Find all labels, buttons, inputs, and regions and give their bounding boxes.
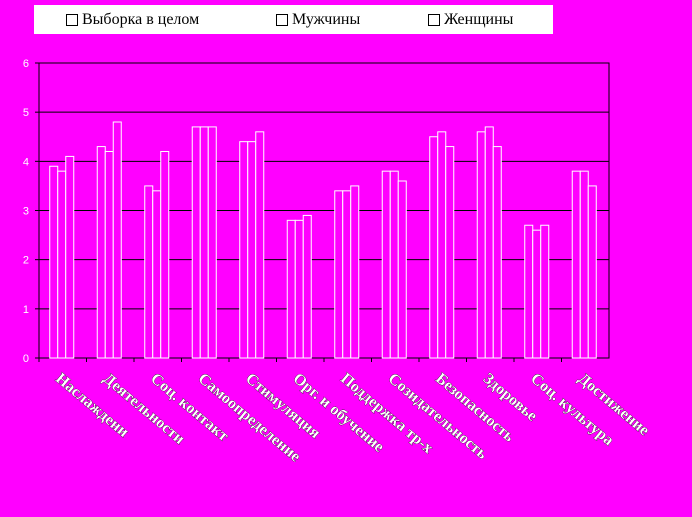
bar-1-2 (112, 121, 122, 359)
bar-4-0 (239, 141, 249, 359)
bar-8-0 (429, 136, 439, 359)
legend-swatch-0 (66, 14, 78, 26)
bar-2-1 (152, 190, 162, 359)
y-tick-label-5: 5 (23, 107, 29, 119)
bar-9-1 (484, 126, 494, 359)
x-tick-label-1: Деятельности (100, 370, 188, 448)
bar-6-0 (334, 190, 344, 359)
bar-10-0 (524, 224, 534, 359)
bar-1-0 (96, 146, 106, 359)
bar-5-2 (302, 214, 312, 359)
bar-7-0 (381, 170, 391, 359)
y-tick-label-2: 2 (23, 255, 29, 267)
legend: Выборка в целом Мужчины Женщины (34, 5, 553, 34)
bar-10-2 (540, 224, 550, 359)
bar-9-0 (476, 131, 486, 359)
legend-swatch-1 (276, 14, 288, 26)
bar-3-2 (207, 126, 217, 359)
x-tick-label-10: Соц. культура (527, 370, 617, 449)
bar-11-1 (579, 170, 589, 359)
bar-7-1 (389, 170, 399, 359)
y-tick-label-3: 3 (23, 206, 29, 218)
legend-label-0: Выборка в целом (82, 11, 200, 28)
bar-5-1 (294, 219, 304, 359)
bar-8-2 (445, 146, 455, 359)
bar-10-1 (532, 229, 542, 359)
legend-label-1: Мужчины (292, 11, 361, 28)
bar-0-1 (57, 170, 67, 359)
bar-2-2 (160, 151, 170, 359)
y-tick-label-1: 1 (23, 304, 29, 316)
bar-0-2 (65, 155, 75, 359)
legend-item-series-0: Выборка в целом (66, 11, 199, 29)
bar-6-2 (350, 185, 360, 359)
bar-8-1 (437, 131, 447, 359)
bar-9-2 (492, 146, 502, 359)
bar-4-1 (247, 141, 257, 359)
y-tick-label-4: 4 (23, 156, 29, 168)
bar-0-0 (49, 165, 59, 359)
legend-swatch-2 (428, 14, 440, 26)
bar-7-2 (397, 180, 407, 359)
bar-3-1 (199, 126, 209, 359)
y-tick-label-0: 0 (23, 353, 29, 365)
legend-item-series-2: Женщины (428, 11, 513, 29)
bar-4-2 (255, 131, 265, 359)
bar-5-0 (286, 219, 296, 359)
bar-11-2 (587, 185, 597, 359)
legend-label-2: Женщины (444, 11, 514, 28)
bar-3-0 (191, 126, 201, 359)
bar-1-1 (104, 151, 114, 359)
y-tick-label-6: 6 (23, 58, 29, 70)
bar-11-0 (571, 170, 581, 359)
bar-6-1 (342, 190, 352, 359)
legend-item-series-1: Мужчины (276, 11, 360, 29)
bar-2-0 (144, 185, 154, 359)
